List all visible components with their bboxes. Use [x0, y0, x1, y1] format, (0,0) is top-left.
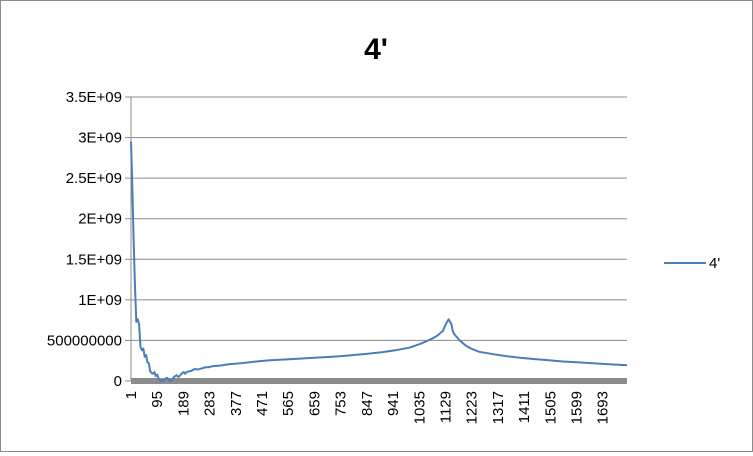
x-tick-label: 1505: [542, 391, 559, 424]
y-tick-label: 3E+09: [78, 130, 122, 147]
x-tick-label: 1035: [411, 391, 428, 424]
x-tick-label: 1693: [595, 391, 612, 424]
x-tick-label: 95: [149, 391, 166, 408]
x-tick-label: 1317: [490, 391, 507, 424]
y-axis-tick-labels: 0 500000000 1E+09 1.5E+09 2E+09 2.5E+09 3E+09 3…: [47, 89, 122, 390]
chart-title: 4': [364, 33, 388, 66]
series-group: [130, 141, 628, 382]
gridlines: [125, 96, 627, 382]
y-tick-label: 500000000: [47, 332, 122, 349]
x-axis: [131, 378, 627, 384]
x-tick-label: 1411: [516, 391, 533, 423]
legend-entry: 4': [709, 255, 720, 272]
y-tick-label: 2.5E+09: [66, 170, 122, 187]
x-tick-label: 189: [175, 391, 192, 416]
x-tick-label: 471: [254, 391, 271, 416]
x-tick-label: 1223: [464, 391, 481, 424]
x-tick-label: 941: [385, 391, 402, 416]
x-tick-label: 1129: [437, 391, 454, 423]
series-line: [130, 141, 628, 382]
x-tick-label: 753: [333, 391, 350, 416]
y-tick-label: 3.5E+09: [66, 89, 122, 106]
x-tick-label: 659: [306, 391, 323, 416]
x-tick-label: 377: [228, 391, 245, 416]
y-tick-label: 0: [114, 373, 122, 390]
x-tick-label: 1599: [569, 391, 586, 424]
x-tick-label: 565: [280, 391, 297, 416]
y-tick-label: 2E+09: [78, 211, 122, 228]
x-tick-label: 1: [123, 391, 140, 399]
y-tick-label: 1.5E+09: [66, 251, 122, 268]
x-tick-label: 847: [359, 391, 376, 416]
x-tick-label: 283: [202, 391, 219, 416]
x-axis-tick-labels: 1 95 189 283 377 471 565 659 753 847 941 1035 1129 12…: [123, 391, 612, 424]
legend: 4': [664, 255, 720, 272]
y-tick-label: 1E+09: [78, 292, 122, 309]
